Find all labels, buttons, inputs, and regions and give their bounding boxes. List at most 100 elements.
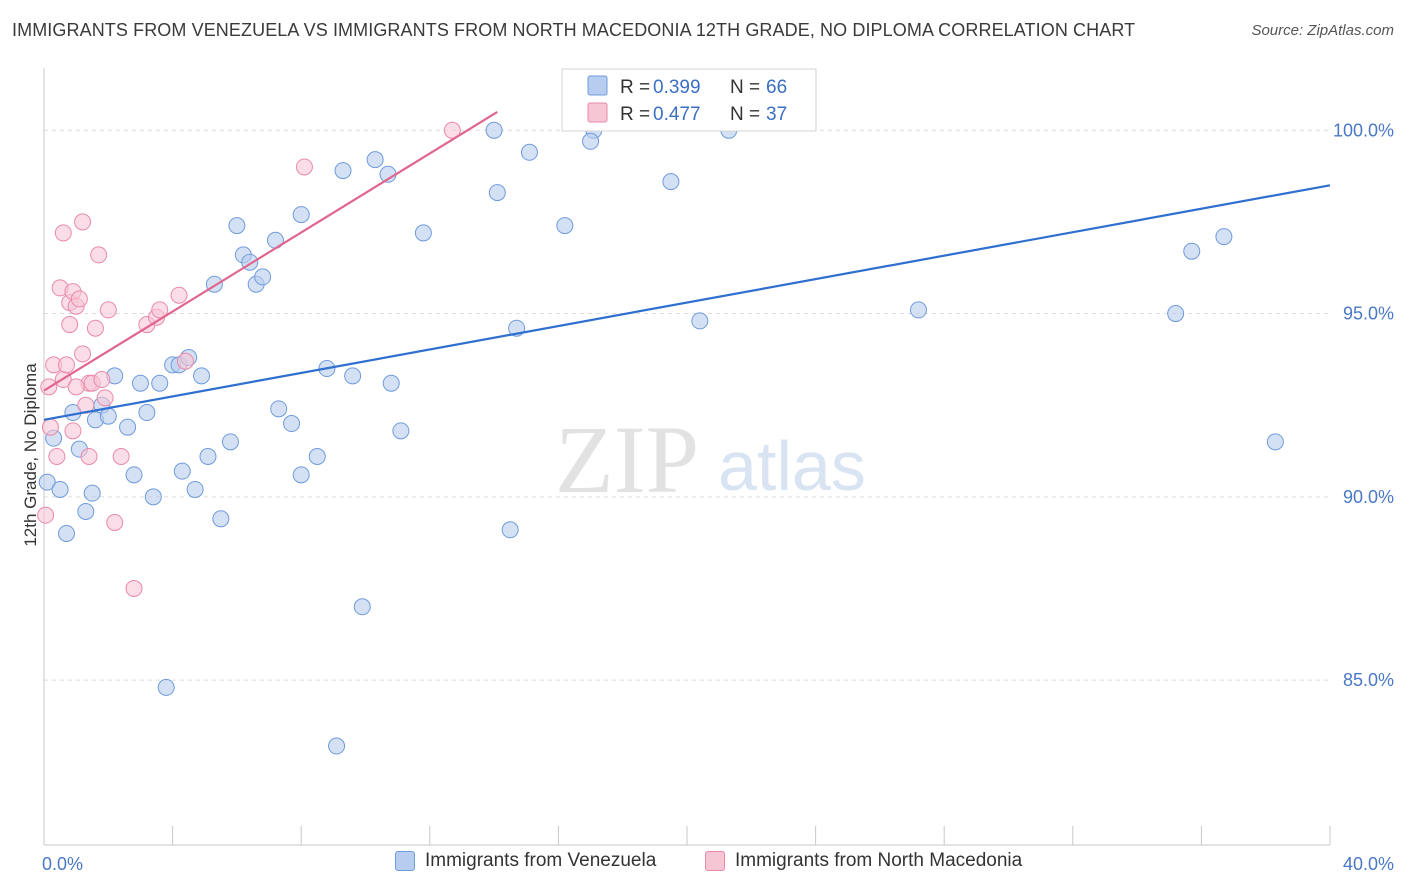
point-venezuela (392, 422, 410, 440)
trend-lines (43, 111, 1331, 421)
point-north-macedonia (61, 316, 79, 334)
legend-swatch-venezuela (587, 75, 608, 96)
legend-n-value-2: 37 (766, 104, 787, 125)
point-venezuela (556, 217, 574, 235)
point-venezuela (334, 162, 352, 180)
bottom-legend-label-north-macedonia: Immigrants from North Macedonia (735, 850, 1023, 871)
series-north-macedonia-points (37, 121, 461, 597)
legend-r-label-2: R = (620, 104, 650, 125)
point-north-macedonia (125, 579, 143, 597)
watermark: ZIP atlas (555, 406, 866, 513)
point-venezuela (691, 312, 709, 330)
point-venezuela (221, 433, 239, 451)
point-north-macedonia (96, 389, 114, 407)
point-venezuela (366, 151, 384, 169)
point-venezuela (520, 143, 538, 161)
point-venezuela (38, 473, 56, 491)
point-north-macedonia (295, 158, 313, 176)
chart-title: IMMIGRANTS FROM VENEZUELA VS IMMIGRANTS … (12, 20, 1136, 40)
point-venezuela (414, 224, 432, 242)
legend-r-value-2: 0.477 (653, 104, 701, 125)
point-venezuela (1167, 305, 1185, 323)
point-north-macedonia (106, 513, 124, 531)
point-venezuela (157, 678, 175, 696)
point-venezuela (1215, 228, 1233, 246)
point-north-macedonia (48, 448, 66, 465)
point-venezuela (199, 448, 217, 465)
point-venezuela (77, 502, 95, 520)
point-venezuela (58, 524, 76, 542)
legend-n-value-1: 66 (766, 77, 787, 98)
bottom-legend-item-north-macedonia: Immigrants from North Macedonia (705, 850, 1022, 872)
legend-r-label-1: R = (620, 77, 650, 98)
point-north-macedonia (37, 506, 55, 524)
x-tick-label-min: 0.0% (42, 854, 83, 874)
point-venezuela (119, 418, 137, 436)
point-venezuela (488, 184, 506, 202)
source-credit: Source: ZipAtlas.com (1251, 22, 1394, 39)
point-venezuela (328, 737, 346, 755)
point-venezuela (485, 121, 503, 139)
point-north-macedonia (170, 286, 188, 304)
point-venezuela (662, 173, 680, 191)
trend-line-north-macedonia (43, 111, 498, 392)
point-venezuela (228, 217, 246, 235)
point-venezuela (582, 132, 600, 150)
point-north-macedonia (58, 356, 76, 374)
point-north-macedonia (86, 319, 104, 337)
point-venezuela (270, 400, 288, 418)
point-venezuela (131, 374, 149, 392)
point-north-macedonia (64, 422, 82, 440)
point-venezuela (83, 484, 101, 502)
point-venezuela (254, 268, 272, 286)
point-venezuela (125, 466, 143, 484)
point-venezuela (353, 598, 371, 616)
point-venezuela (292, 466, 310, 484)
point-venezuela (308, 448, 326, 465)
point-north-macedonia (99, 301, 117, 319)
watermark-zip: ZIP (555, 406, 699, 513)
y-tick-label: 90.0% (1343, 487, 1394, 507)
point-north-macedonia (443, 121, 461, 139)
point-north-macedonia (54, 224, 72, 242)
point-north-macedonia (112, 448, 130, 465)
legend-n-label-2: N = (730, 104, 760, 125)
point-venezuela (99, 407, 117, 425)
point-venezuela (173, 462, 191, 480)
point-north-macedonia (74, 213, 92, 231)
point-venezuela (193, 367, 211, 385)
point-north-macedonia (80, 448, 98, 465)
point-venezuela (1183, 242, 1201, 260)
watermark-atlas: atlas (718, 427, 866, 505)
point-north-macedonia (151, 301, 169, 319)
bottom-legend-item-venezuela: Immigrants from Venezuela (395, 850, 656, 872)
legend-swatch-north-macedonia (587, 102, 608, 123)
point-venezuela (344, 367, 362, 385)
legend: R = 0.399 N = 66 R = 0.477 N = 37 (561, 68, 817, 132)
point-venezuela (51, 480, 69, 498)
bottom-legend-swatch-venezuela (395, 851, 415, 871)
y-axis-label: 12th Grade, No Diploma (21, 363, 40, 547)
y-tick-label: 100.0% (1333, 120, 1394, 140)
point-venezuela (138, 404, 156, 422)
point-north-macedonia (67, 378, 85, 396)
bottom-legend: Immigrants from Venezuela Immigrants fro… (0, 850, 1406, 880)
point-venezuela (1266, 433, 1284, 451)
point-venezuela (909, 301, 927, 319)
point-venezuela (186, 480, 204, 498)
point-north-macedonia (93, 371, 111, 389)
point-venezuela (151, 374, 169, 392)
y-tick-label: 85.0% (1343, 670, 1394, 690)
point-venezuela (292, 206, 310, 224)
point-venezuela (144, 488, 162, 506)
bottom-legend-label-venezuela: Immigrants from Venezuela (425, 850, 657, 871)
legend-r-value-1: 0.399 (653, 77, 701, 98)
x-ticks (43, 826, 1331, 845)
point-north-macedonia (90, 246, 108, 264)
point-north-macedonia (70, 290, 88, 308)
point-venezuela (283, 415, 301, 433)
point-venezuela (212, 510, 230, 528)
point-north-macedonia (41, 418, 59, 436)
point-north-macedonia (176, 352, 194, 370)
